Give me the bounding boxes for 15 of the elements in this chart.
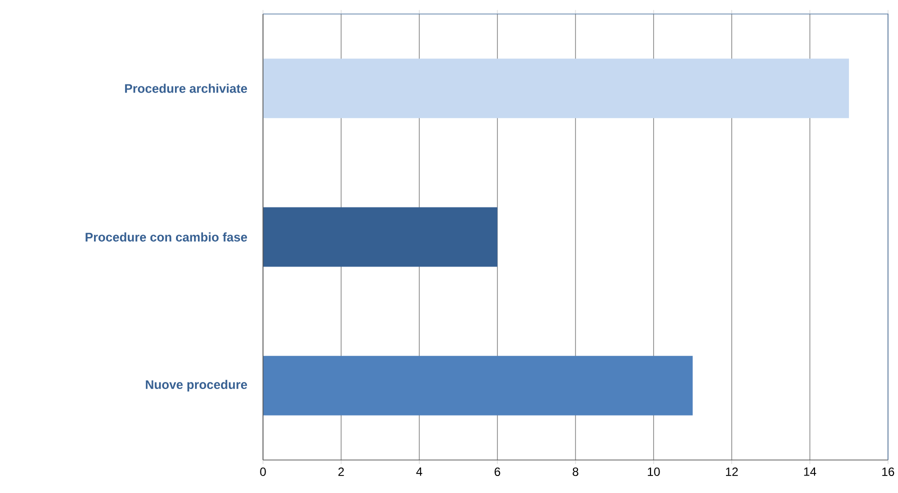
y-tick-label: Nuove procedure [146,380,248,392]
x-tick-label: 10 [648,468,660,476]
x-tick-label: 8 [572,468,578,476]
x-tick-label: 6 [494,468,500,476]
x-tick-label: 4 [416,468,422,476]
y-tick-label: Procedure con cambio fase [86,232,248,242]
x-tick-label: 0 [260,468,266,476]
x-tick-label: 16 [882,468,894,476]
bar [263,58,849,118]
y-tick-label: Procedure archiviate [125,84,248,93]
bar [263,356,693,416]
bar [263,207,498,267]
x-tick-label: 14 [804,468,816,476]
x-tick-label: 2 [338,468,344,476]
x-tick-label: 12 [726,468,738,476]
